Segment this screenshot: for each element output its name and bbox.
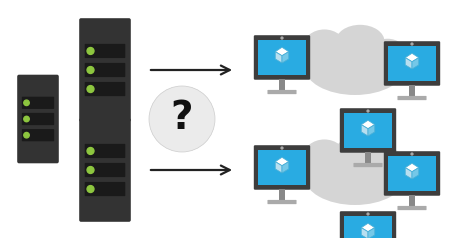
- Circle shape: [87, 167, 94, 174]
- FancyBboxPatch shape: [85, 182, 125, 196]
- FancyBboxPatch shape: [353, 163, 383, 167]
- Polygon shape: [361, 120, 375, 129]
- Circle shape: [411, 153, 413, 155]
- Bar: [409, 84, 415, 96]
- Ellipse shape: [304, 37, 406, 95]
- Ellipse shape: [369, 39, 406, 68]
- Bar: [365, 152, 371, 164]
- FancyBboxPatch shape: [254, 145, 310, 190]
- Bar: [279, 188, 285, 200]
- Ellipse shape: [384, 164, 412, 193]
- Bar: [388, 156, 436, 191]
- Polygon shape: [282, 52, 289, 63]
- FancyBboxPatch shape: [85, 63, 125, 77]
- Circle shape: [24, 133, 29, 138]
- Circle shape: [87, 148, 94, 154]
- FancyBboxPatch shape: [22, 113, 54, 125]
- Bar: [258, 150, 306, 185]
- Polygon shape: [275, 47, 289, 56]
- Circle shape: [24, 100, 29, 105]
- Circle shape: [87, 186, 94, 193]
- Polygon shape: [405, 53, 419, 62]
- Bar: [279, 79, 285, 90]
- Circle shape: [411, 43, 413, 45]
- Circle shape: [367, 110, 369, 112]
- FancyBboxPatch shape: [254, 35, 310, 80]
- Ellipse shape: [369, 149, 406, 178]
- Polygon shape: [361, 125, 368, 136]
- Polygon shape: [412, 58, 419, 69]
- Bar: [344, 216, 392, 238]
- Text: ?: ?: [171, 99, 193, 137]
- Ellipse shape: [384, 55, 412, 83]
- Circle shape: [87, 67, 94, 74]
- Circle shape: [281, 147, 283, 149]
- Ellipse shape: [336, 135, 385, 169]
- FancyBboxPatch shape: [85, 163, 125, 177]
- FancyBboxPatch shape: [22, 97, 54, 109]
- Circle shape: [87, 48, 94, 55]
- FancyBboxPatch shape: [267, 90, 297, 94]
- Polygon shape: [405, 168, 412, 179]
- Circle shape: [281, 37, 283, 39]
- FancyBboxPatch shape: [17, 75, 59, 163]
- FancyBboxPatch shape: [85, 82, 125, 96]
- Polygon shape: [282, 162, 289, 173]
- FancyBboxPatch shape: [22, 129, 54, 141]
- Ellipse shape: [303, 30, 346, 65]
- Bar: [388, 46, 436, 81]
- Circle shape: [149, 86, 215, 152]
- FancyBboxPatch shape: [384, 41, 440, 86]
- Ellipse shape: [303, 139, 346, 175]
- Ellipse shape: [304, 147, 406, 205]
- Polygon shape: [361, 228, 368, 238]
- Polygon shape: [275, 162, 282, 173]
- Polygon shape: [361, 223, 375, 232]
- Polygon shape: [412, 168, 419, 179]
- FancyBboxPatch shape: [340, 108, 396, 153]
- FancyBboxPatch shape: [384, 151, 440, 196]
- FancyBboxPatch shape: [340, 211, 396, 238]
- Circle shape: [367, 213, 369, 215]
- Polygon shape: [275, 157, 289, 166]
- Polygon shape: [368, 125, 375, 136]
- FancyBboxPatch shape: [267, 200, 297, 204]
- Bar: [258, 40, 306, 75]
- Bar: [344, 113, 392, 148]
- FancyBboxPatch shape: [398, 206, 426, 210]
- Circle shape: [87, 86, 94, 93]
- Circle shape: [24, 116, 29, 122]
- Polygon shape: [405, 58, 412, 69]
- Polygon shape: [405, 163, 419, 172]
- Ellipse shape: [336, 25, 385, 59]
- Polygon shape: [368, 228, 375, 238]
- FancyBboxPatch shape: [79, 118, 131, 222]
- FancyBboxPatch shape: [79, 18, 131, 122]
- FancyBboxPatch shape: [85, 44, 125, 58]
- Bar: [409, 194, 415, 206]
- FancyBboxPatch shape: [398, 96, 426, 100]
- Polygon shape: [275, 52, 282, 63]
- FancyBboxPatch shape: [85, 144, 125, 158]
